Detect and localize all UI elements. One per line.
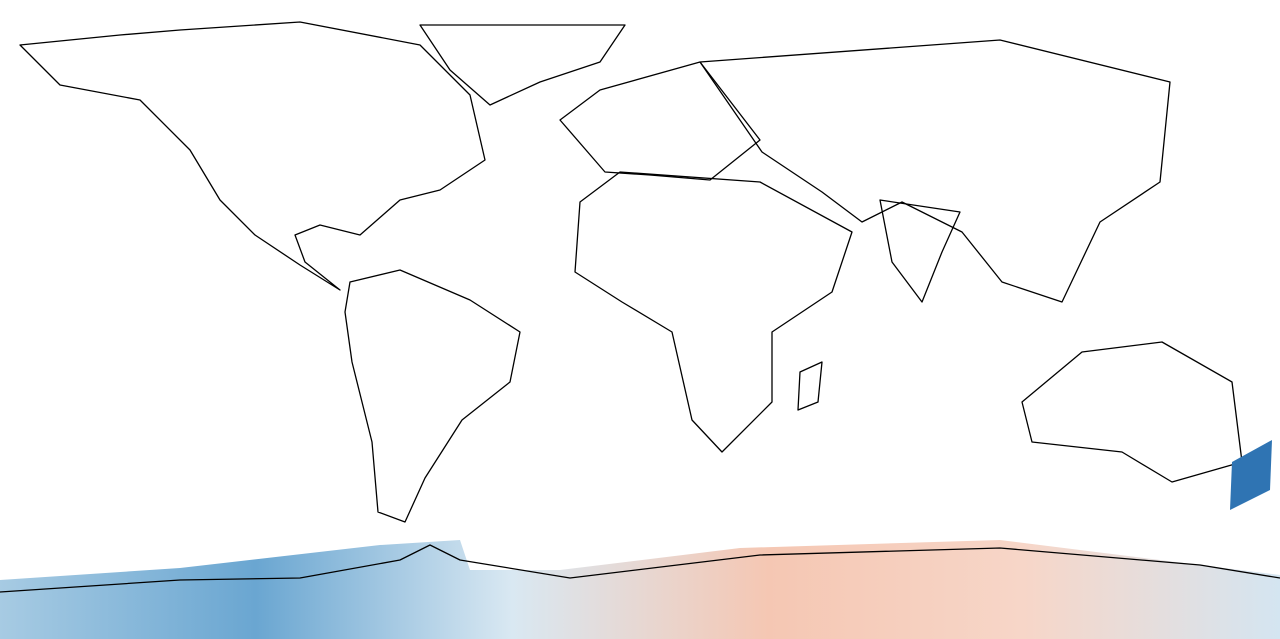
india	[879, 199, 961, 303]
asia	[699, 39, 1171, 303]
new-zealand	[1230, 440, 1272, 510]
greenland	[419, 24, 626, 106]
south-america	[344, 269, 521, 523]
africa	[574, 171, 853, 453]
europe	[559, 61, 761, 181]
madagascar	[797, 361, 823, 411]
north-america	[19, 21, 486, 291]
antarctica	[0, 540, 1280, 639]
antarctica-coast	[0, 544, 1280, 593]
